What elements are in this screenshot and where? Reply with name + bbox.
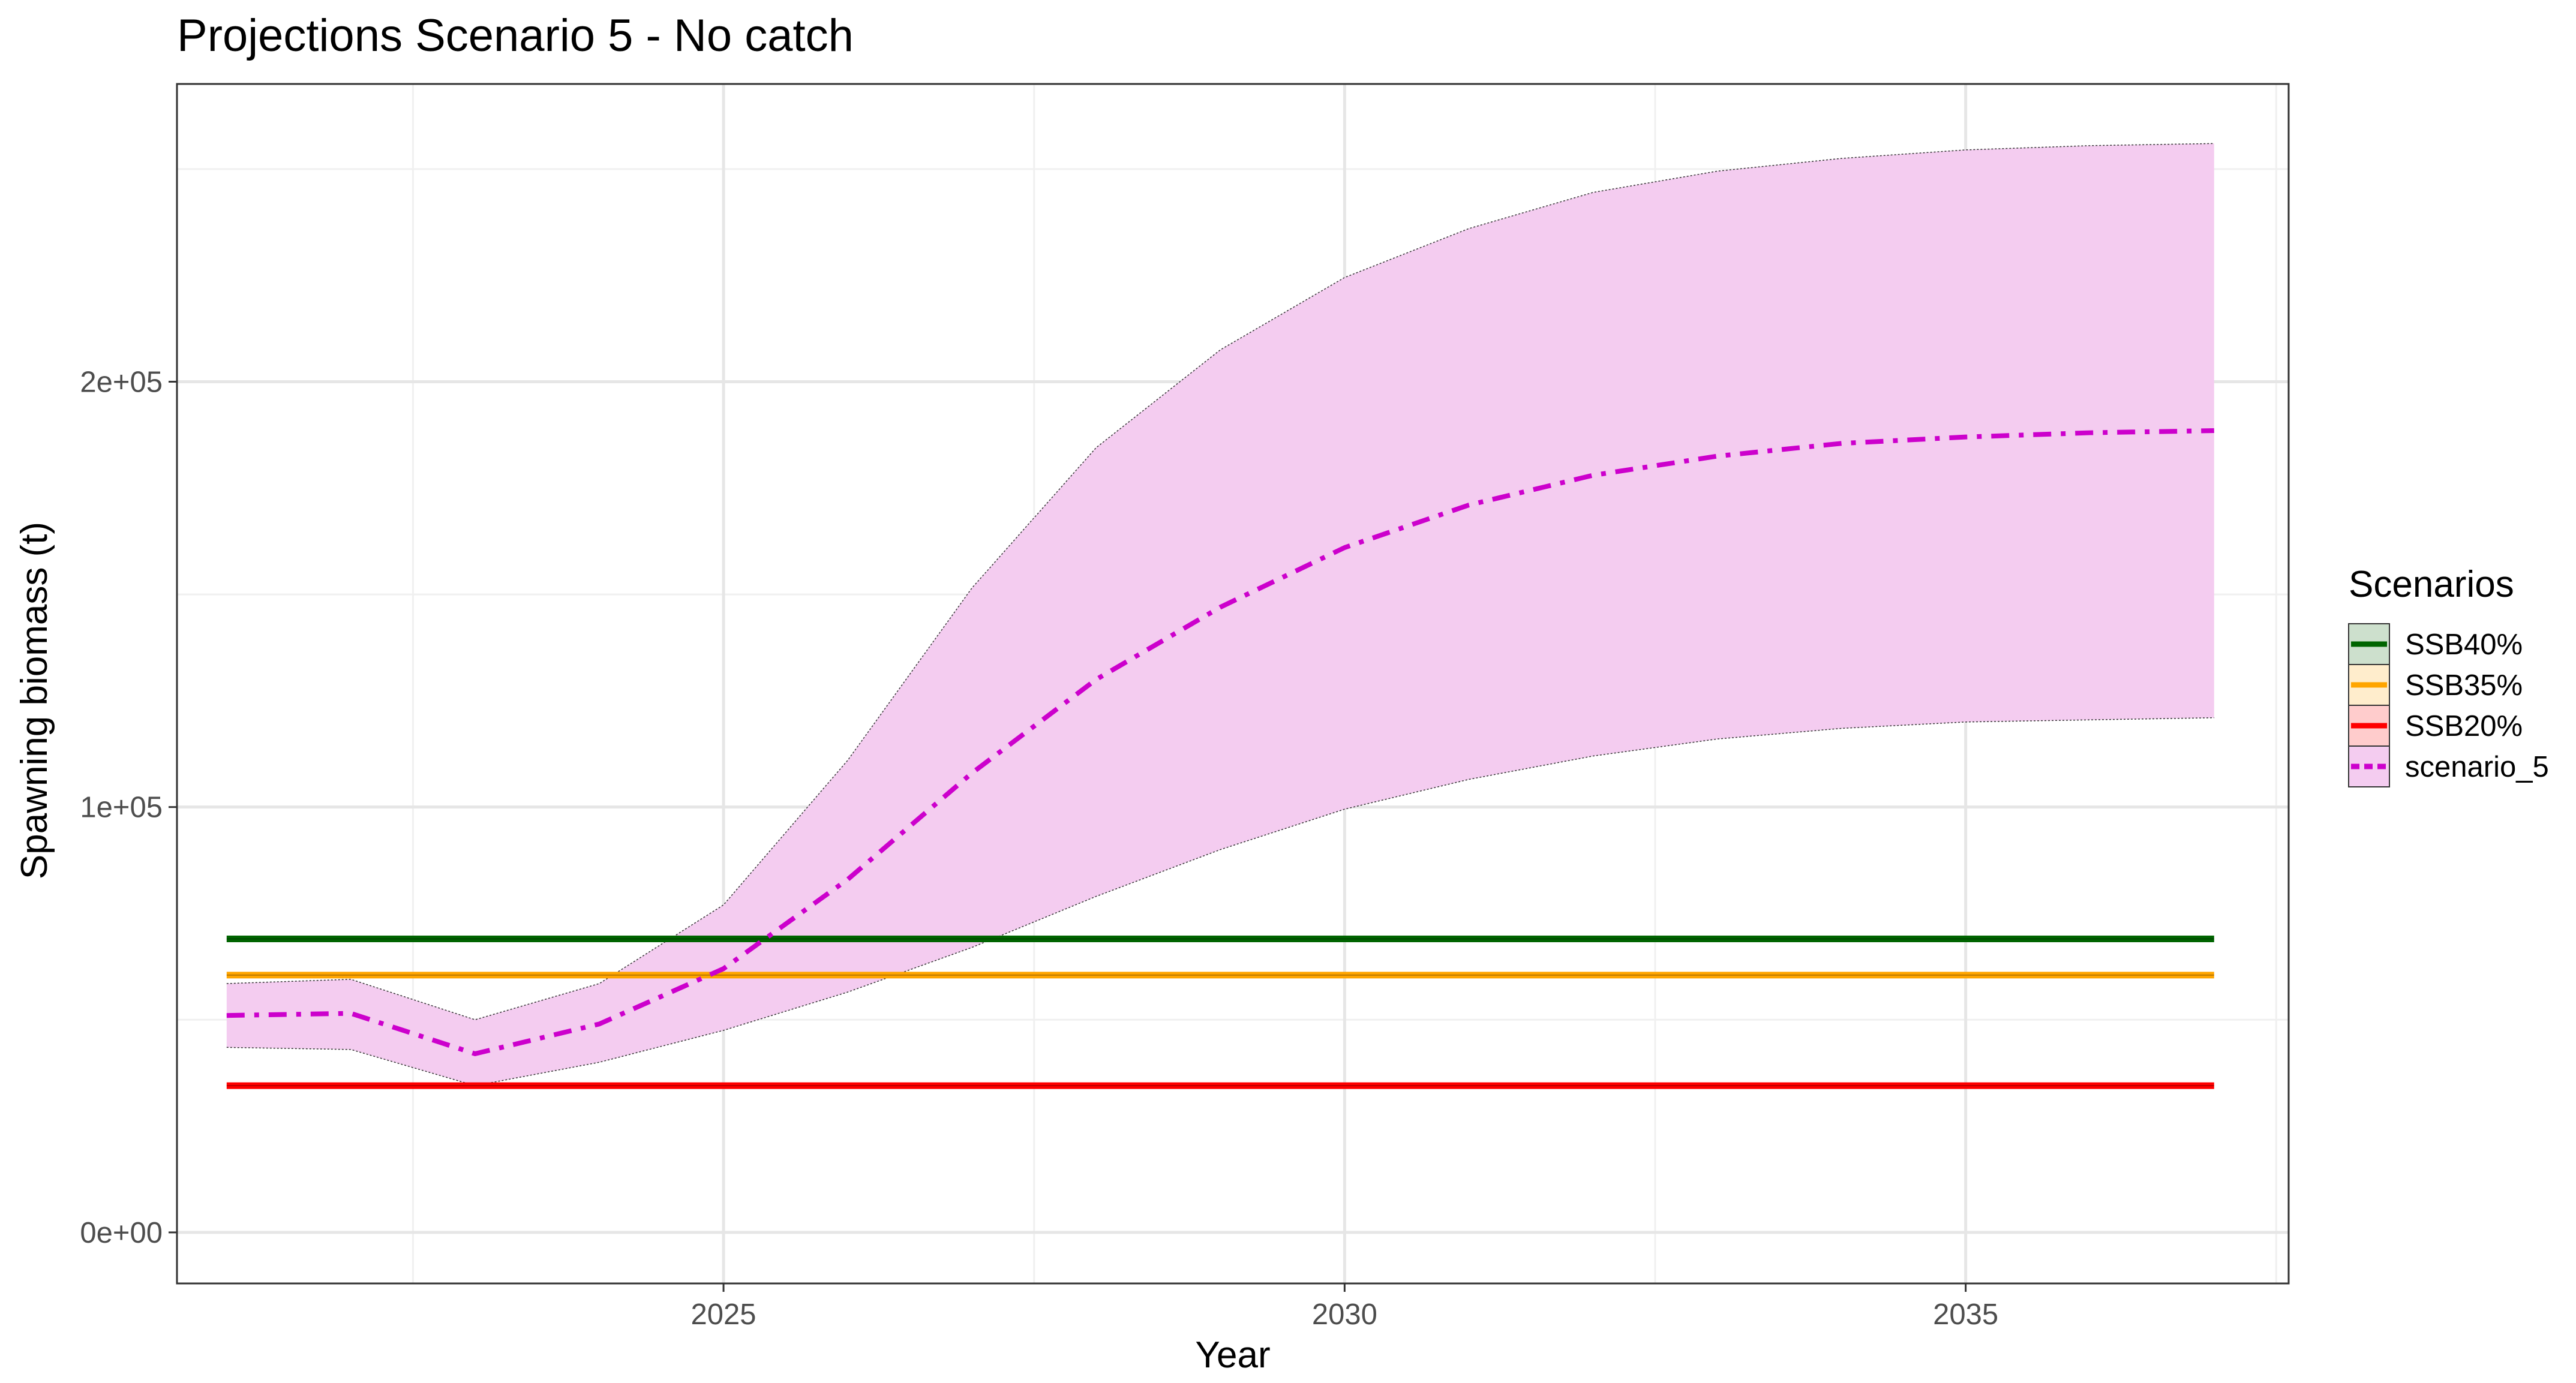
legend-label-scenario_5: scenario_5	[2405, 751, 2549, 783]
series-lines	[226, 428, 2214, 1057]
x-tick-label: 2030	[1312, 1298, 1377, 1331]
x-tick-label: 2035	[1933, 1298, 1998, 1331]
y-tick-label: 0e+00	[80, 1217, 163, 1249]
x-axis-ticks: 2025 2030 2035	[691, 1283, 1998, 1331]
y-tick-label: 2e+05	[80, 366, 163, 398]
x-tick-label: 2025	[691, 1298, 756, 1331]
legend-label-ssb40pct: SSB40%	[2405, 629, 2523, 661]
scenario_5-lower-bound	[226, 717, 2214, 1086]
reference-lines	[226, 936, 2214, 1089]
confidence-band	[226, 143, 2214, 1086]
chart-title: Projections Scenario 5 - No catch	[177, 10, 854, 61]
scenario_5-line	[226, 428, 2214, 1057]
legend-title: Scenarios	[2349, 564, 2514, 605]
legend-label-ssb20pct: SSB20%	[2405, 710, 2523, 742]
legend: Scenarios SSB40% SSB35% SSB20% scenario_5	[2348, 564, 2549, 787]
y-tick-label: 1e+05	[80, 792, 163, 824]
scenario_5-band	[226, 143, 2214, 1086]
y-axis-ticks: 0e+00 1e+05 2e+05	[80, 366, 177, 1249]
y-axis-title: Spawning biomass (t)	[14, 522, 55, 879]
plot-panel-border	[176, 83, 2290, 1285]
legend-label-ssb35pct: SSB35%	[2405, 669, 2523, 702]
x-axis-title: Year	[1195, 1334, 1270, 1376]
